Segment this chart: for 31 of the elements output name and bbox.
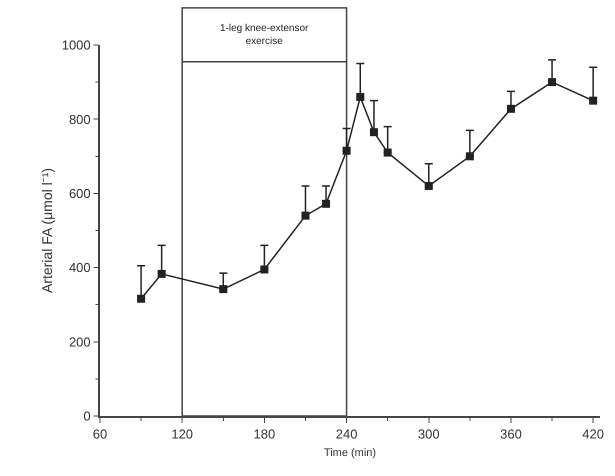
y-tick-label: 400 [68,260,91,276]
x-tick-label: 420 [582,426,604,442]
x-tick-label: 180 [254,426,276,442]
point [548,78,556,86]
point [384,148,392,157]
point [158,270,166,278]
band-label: 1-leg knee-extensor exercise [220,23,310,47]
point [424,182,433,190]
x-tick-label: 120 [171,426,194,442]
point [260,265,268,274]
point [466,152,474,160]
y-tick-label: 200 [68,334,91,350]
x-tick-label: 60 [92,426,108,442]
point [322,200,330,208]
point [589,96,598,105]
point [506,104,515,113]
point [342,146,351,155]
y-tick-label: 0 [83,408,91,424]
y-tick-label: 600 [68,186,91,201]
x-axis-title: Time (min) [324,447,376,460]
point [137,294,146,303]
y-tick-label: 800 [68,112,91,127]
x-tick-label: 240 [336,426,358,442]
y-axis-title: Arterial FA (μmol l⁻¹) [38,168,55,294]
x-tick-label: 300 [418,426,440,442]
y-tick-label: 1000 [62,38,91,53]
point [356,92,364,101]
point [370,128,378,136]
x-tick-label: 360 [500,426,522,442]
point [219,285,228,294]
point [301,212,310,220]
